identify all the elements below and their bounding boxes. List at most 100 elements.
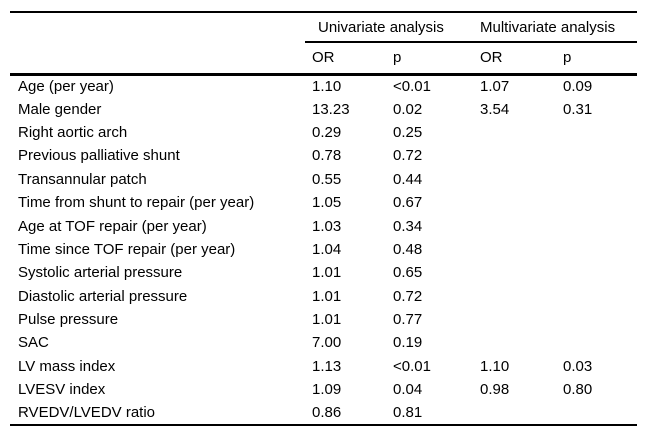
variable-label: Male gender [18,100,102,118]
multivariate-p-value: 0.31 [563,100,593,118]
table-row: Transannular patch 0.55 0.44 [10,168,637,191]
univariate-or-value: 1.03 [312,217,342,235]
variable-label: Transannular patch [18,170,147,188]
univariate-p-value: 0.34 [393,217,423,235]
univariate-p-value: 0.77 [393,311,423,329]
table-row: SAC 7.00 0.19 [10,331,637,354]
univariate-or-value: 1.01 [312,311,342,329]
univariate-or-value: 13.23 [312,100,350,118]
univariate-p-value: 0.81 [393,404,423,422]
variable-label: Age (per year) [18,77,114,95]
variable-label: Time from shunt to repair (per year) [18,194,255,212]
univariate-p-value: 0.65 [393,264,423,282]
multivariate-p-value [563,121,637,144]
multivariate-p-value: 0.80 [563,381,593,399]
univariate-or-value: 0.29 [312,123,342,141]
table-row: Right aortic arch 0.29 0.25 [10,121,637,144]
univariate-p-value: 0.04 [393,381,423,399]
multivariate-or-value [478,331,563,354]
univariate-or-value: 1.05 [312,194,342,212]
table-header: Univariate analysis Multivariate analysi… [10,12,638,76]
univariate-or-value: 0.86 [312,404,342,422]
multivariate-p-value [563,144,637,167]
univariate-p-value: 0.72 [393,147,423,165]
multivariate-or-value [478,214,563,237]
univariate-or-value: 0.55 [312,170,342,188]
univariate-or-value: 7.00 [312,334,342,352]
regression-results-table: Univariate analysis Multivariate analysi… [10,11,638,426]
multivariate-or-value: 1.10 [480,357,510,375]
multivariate-p-value [563,191,637,214]
multivariate-or-value [478,261,563,284]
univariate-p-value: 0.25 [393,123,423,141]
multivariate-p-value [563,214,637,237]
univariate-or-value: 1.01 [312,264,342,282]
multivariate-group-header: Multivariate analysis [478,12,638,43]
multivariate-p-value: 0.09 [563,77,593,95]
multivariate-or-value [478,121,563,144]
table-row: RVEDV/LVEDV ratio 0.86 0.81 [10,401,637,424]
variable-label: Diastolic arterial pressure [18,287,188,305]
multivariate-or-value [478,401,563,424]
variable-label: Systolic arterial pressure [18,264,183,282]
table-row: Diastolic arterial pressure 1.01 0.72 [10,285,637,308]
variable-label: LV mass index [18,357,116,375]
multivariate-or-value [478,285,563,308]
variable-label: SAC [18,334,49,352]
variable-label: Previous palliative shunt [18,147,180,165]
univariate-or-header: OR [305,42,393,76]
table-row: LVESV index 1.09 0.04 0.98 0.80 [10,378,637,401]
multivariate-or-value [478,144,563,167]
multivariate-or-value [478,168,563,191]
univariate-or-value: 1.04 [312,240,342,258]
multivariate-or-value: 1.07 [480,77,510,95]
table-row: Time since TOF repair (per year) 1.04 0.48 [10,238,637,261]
multivariate-p-value [563,261,637,284]
univariate-p-value: <0.01 [393,77,431,95]
multivariate-p-header: p [563,42,638,76]
empty-header-cell [10,42,305,76]
univariate-p-value: 0.02 [393,100,423,118]
table-row: Previous palliative shunt 0.78 0.72 [10,144,637,167]
univariate-p-value: 0.67 [393,194,423,212]
multivariate-p-value [563,285,637,308]
multivariate-or-value: 3.54 [480,100,510,118]
multivariate-p-value: 0.03 [563,357,593,375]
table-row: LV mass index 1.13 <0.01 1.10 0.03 [10,355,637,378]
univariate-p-value: 0.44 [393,170,423,188]
multivariate-or-value: 0.98 [480,381,510,399]
table-row: Systolic arterial pressure 1.01 0.65 [10,261,637,284]
table-row: Age at TOF repair (per year) 1.03 0.34 [10,214,637,237]
table-row: Time from shunt to repair (per year) 1.05… [10,191,637,214]
univariate-p-value: 0.48 [393,240,423,258]
table-row: Pulse pressure 1.01 0.77 [10,308,637,331]
variable-label: Right aortic arch [18,123,128,141]
univariate-p-value: <0.01 [393,357,431,375]
univariate-p-value: 0.19 [393,334,423,352]
multivariate-or-header: OR [478,42,564,76]
group-header-row: Univariate analysis Multivariate analysi… [10,12,638,43]
variable-label: Pulse pressure [18,311,119,329]
univariate-or-value: 1.13 [312,357,342,375]
univariate-or-value: 1.10 [312,77,342,95]
univariate-or-value: 1.09 [312,381,342,399]
univariate-or-value: 0.78 [312,147,342,165]
multivariate-or-value [478,238,563,261]
multivariate-p-value [563,238,637,261]
univariate-p-header: p [393,42,479,76]
table-body: Age (per year) 1.10 <0.01 1.07 0.09 Male gend… [10,74,637,425]
multivariate-p-value [563,308,637,331]
table-row: Age (per year) 1.10 <0.01 1.07 0.09 [10,74,637,97]
univariate-p-value: 0.72 [393,287,423,305]
variable-label: LVESV index [18,381,106,399]
variable-label: RVEDV/LVEDV ratio [18,404,155,422]
table-row: Male gender 13.23 0.02 3.54 0.31 [10,97,637,120]
multivariate-p-value [563,168,637,191]
multivariate-or-value [478,308,563,331]
variable-label: Age at TOF repair (per year) [18,217,207,235]
sub-header-row: OR p OR p [10,42,638,76]
empty-corner-cell [10,12,305,42]
univariate-group-header: Univariate analysis [305,12,479,43]
variable-label: Time since TOF repair (per year) [18,240,236,258]
